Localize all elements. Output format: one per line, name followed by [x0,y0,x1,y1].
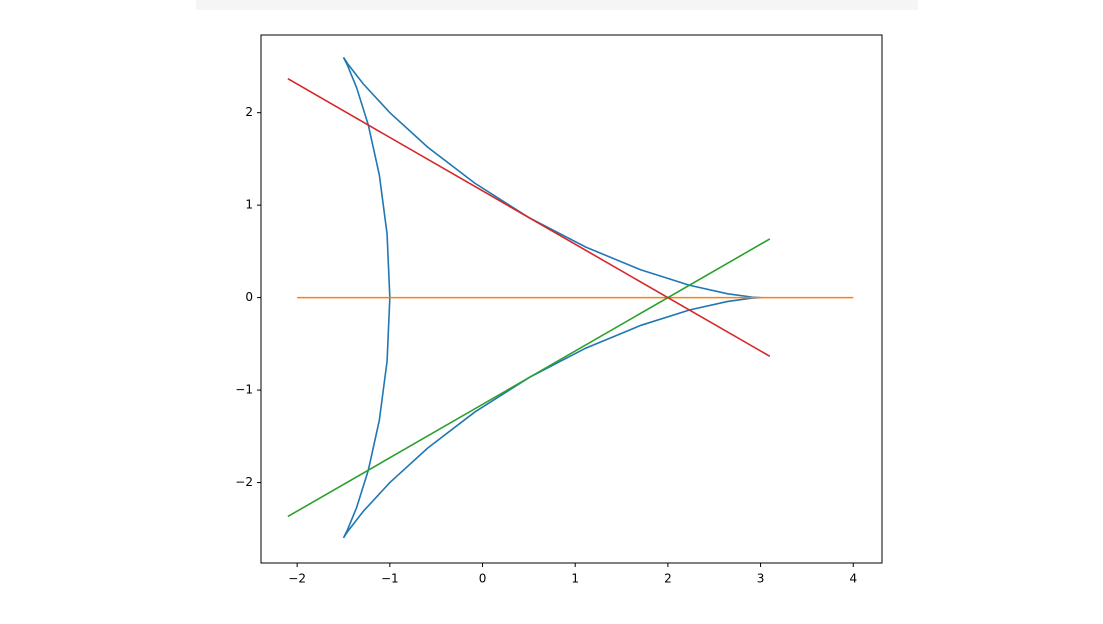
plot-frame [260,34,883,564]
y-tick-label: 2 [245,105,253,119]
series-line [287,78,771,358]
series-line [287,238,771,518]
x-tick-label: 1 [571,572,579,586]
x-tick-label: 2 [664,572,672,586]
x-tick-label: 0 [479,572,487,586]
x-tick-label: −2 [288,572,306,586]
y-tick-label: −1 [235,383,253,397]
x-tick-label: 3 [757,572,765,586]
y-tick-label: 0 [245,290,253,304]
y-tick-label: −2 [235,475,253,489]
x-tick-label: 4 [849,572,857,586]
top-bar [196,0,918,10]
y-tick-label: 1 [245,198,253,212]
x-tick-label: −1 [381,572,399,586]
